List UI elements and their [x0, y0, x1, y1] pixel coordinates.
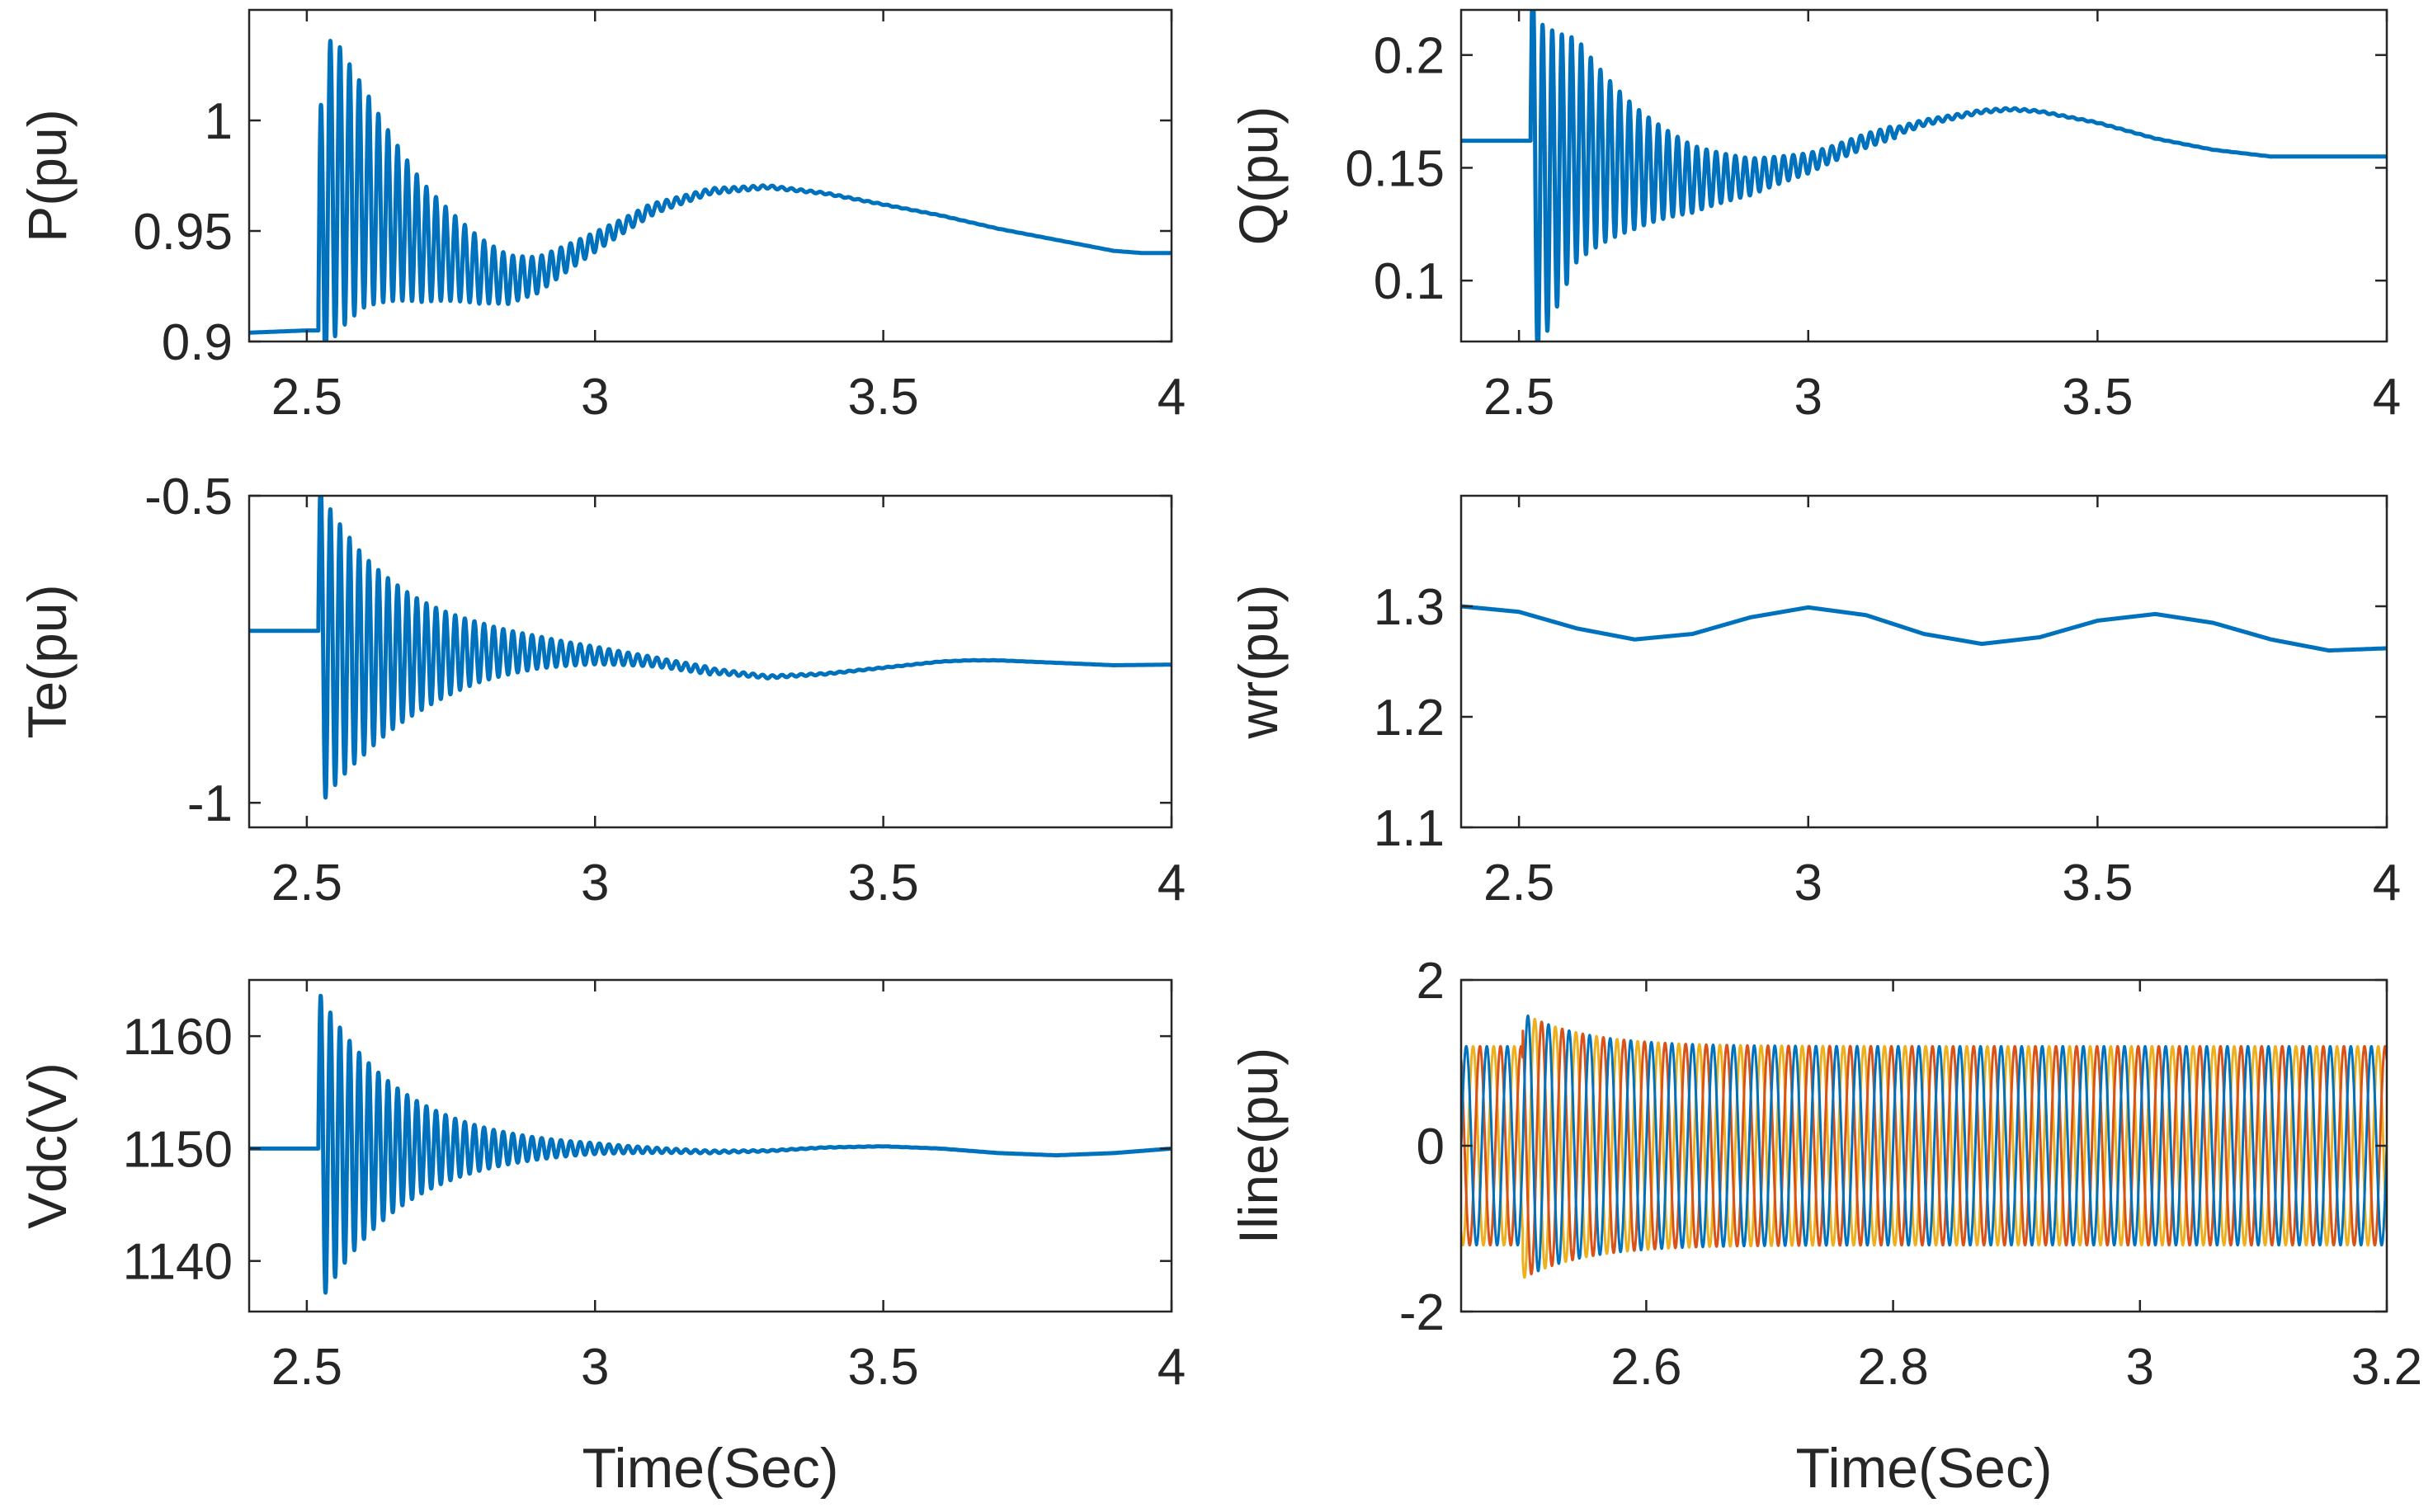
p-ticks: 2.5 3 3.5 4 0.9 0.95 1	[133, 10, 1186, 426]
wr-xtick-label: 3	[1794, 855, 1822, 911]
p-ytick-label: 1	[205, 93, 233, 150]
q-series-line-0	[1461, 10, 2387, 341]
wr-xtick-label: 2.5	[1483, 855, 1554, 911]
iline-series-line-1	[1461, 1020, 2387, 1276]
vdc-ylabel: Vdc(V)	[17, 1062, 78, 1229]
p-xtick-label: 4	[1158, 369, 1186, 426]
iline-xtick-label: 2.8	[1857, 1339, 1928, 1396]
iline-ytick-label: 0	[1417, 1119, 1445, 1175]
vdc-ytick-label: 1150	[123, 1121, 233, 1178]
p-curves	[249, 39, 1172, 341]
wr-ytick-label: 1.1	[1374, 800, 1445, 857]
q-ytick-label: 0.2	[1374, 28, 1445, 85]
p-xtick-label: 3	[581, 369, 609, 426]
p-axes-box	[248, 8, 1173, 343]
iline-xlabel: Time(Sec)	[1795, 1437, 2052, 1500]
wr-curves	[1461, 604, 2387, 653]
vdc-xtick-label: 3.5	[848, 1339, 919, 1396]
vdc-xtick-label: 4	[1158, 1339, 1186, 1396]
iline-xtick-label: 2.6	[1610, 1339, 1681, 1396]
q-ytick-label: 0.15	[1345, 140, 1445, 197]
p-xtick-label: 2.5	[271, 369, 342, 426]
iline-series-line-0	[1461, 1017, 2387, 1279]
te-xtick-label: 3	[581, 855, 609, 911]
vdc-axes-box	[248, 978, 1173, 1313]
wr-ytick-label: 1.3	[1374, 579, 1445, 636]
iline-ticks: 2.6 2.8 3 3.2 -2 0 2	[1399, 953, 2422, 1396]
p-ytick-label: 0.9	[162, 314, 233, 371]
te-ylabel: Te(pu)	[17, 584, 78, 738]
wr-xtick-label: 4	[2373, 855, 2401, 911]
wr-ticks: 2.5 3 3.5 4 1.1 1.2 1.3	[1374, 496, 2401, 911]
vdc-ticks: 2.5 3 3.5 4 1140 1150 1160	[123, 980, 1186, 1396]
iline-series-line-2	[1461, 1014, 2387, 1273]
panel-wr: 2.5 3 3.5 4 1.1 1.2 1.3 wr(pu)	[1228, 494, 2401, 911]
te-xtick-label: 2.5	[271, 855, 342, 911]
q-ticks: 2.5 3 3.5 4 0.1 0.15 0.2	[1345, 10, 2401, 426]
q-ytick-label: 0.1	[1374, 253, 1445, 310]
panel-vdc: 2.5 3 3.5 4 1140 1150 1160 Vdc(V) Time(Sec)	[17, 978, 1186, 1500]
panel-q: 2.5 3 3.5 4 0.1 0.15 0.2 Q(pu)	[1228, 8, 2401, 426]
iline-curves	[1461, 1014, 2387, 1279]
q-ylabel: Q(pu)	[1228, 106, 1289, 246]
vdc-xtick-label: 2.5	[271, 1339, 342, 1396]
panel-p: 2.5 3 3.5 4 0.9 0.95 1 P(pu)	[17, 8, 1186, 426]
wr-ytick-label: 1.2	[1374, 690, 1445, 747]
iline-ytick-label: -2	[1399, 1284, 1445, 1341]
te-ytick-label: -0.5	[144, 469, 233, 525]
te-ticks: 2.5 3 3.5 4 -1 -0.5	[144, 469, 1186, 911]
iline-xtick-label: 3.2	[2351, 1339, 2422, 1396]
q-axes-box	[1459, 8, 2388, 343]
vdc-ytick-label: 1160	[123, 1009, 233, 1066]
te-series-line-0	[249, 496, 1172, 800]
te-xtick-label: 3.5	[848, 855, 919, 911]
iline-ylabel: Iline(pu)	[1228, 1048, 1289, 1244]
wr-series-line-0	[1461, 604, 2387, 653]
q-xtick-label: 4	[2373, 369, 2401, 426]
wr-ylabel: wr(pu)	[1228, 584, 1289, 739]
panel-te: 2.5 3 3.5 4 -1 -0.5 Te(pu)	[17, 469, 1186, 911]
p-series-line-0	[249, 39, 1172, 341]
te-axes-box	[248, 494, 1173, 829]
vdc-xtick-label: 3	[581, 1339, 609, 1396]
wr-xtick-label: 3.5	[2062, 855, 2133, 911]
vdc-ytick-label: 1140	[123, 1234, 233, 1291]
p-ylabel: P(pu)	[17, 109, 78, 242]
q-curves	[1461, 10, 2387, 341]
wr-axes-box	[1459, 494, 2388, 829]
iline-ytick-label: 2	[1417, 953, 1445, 1010]
te-ytick-label: -1	[187, 775, 233, 832]
p-xtick-label: 3.5	[848, 369, 919, 426]
vdc-curves	[249, 993, 1172, 1295]
vdc-xlabel: Time(Sec)	[582, 1437, 838, 1500]
vdc-series-line-0	[249, 993, 1172, 1295]
p-ytick-label: 0.95	[133, 204, 233, 261]
te-xtick-label: 4	[1158, 855, 1186, 911]
iline-xtick-label: 3	[2126, 1339, 2154, 1396]
q-xtick-label: 3	[1794, 369, 1822, 426]
panel-iline: 2.6 2.8 3 3.2 -2 0 2 Iline(pu) Time(Sec)	[1228, 953, 2422, 1500]
q-xtick-label: 3.5	[2062, 369, 2133, 426]
q-xtick-label: 2.5	[1483, 369, 1554, 426]
te-curves	[249, 496, 1172, 800]
